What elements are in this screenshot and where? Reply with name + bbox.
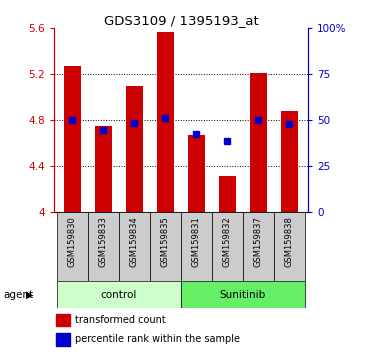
Bar <box>64 66 81 212</box>
Text: GSM159830: GSM159830 <box>68 216 77 267</box>
Text: GSM159834: GSM159834 <box>130 216 139 267</box>
Bar <box>57 212 88 281</box>
Bar <box>119 212 150 281</box>
Title: GDS3109 / 1395193_at: GDS3109 / 1395193_at <box>104 14 258 27</box>
Text: agent: agent <box>4 290 34 300</box>
Text: Sunitinib: Sunitinib <box>220 290 266 300</box>
Bar <box>281 111 298 212</box>
Bar <box>243 212 274 281</box>
Bar <box>188 135 205 212</box>
Text: GSM159837: GSM159837 <box>254 216 263 267</box>
Bar <box>126 86 143 212</box>
Text: transformed count: transformed count <box>75 315 166 325</box>
Text: GSM159832: GSM159832 <box>223 216 232 267</box>
Bar <box>250 73 267 212</box>
Bar <box>57 333 70 346</box>
Bar <box>181 281 305 308</box>
Bar <box>150 212 181 281</box>
Text: control: control <box>101 290 137 300</box>
Text: GSM159833: GSM159833 <box>99 216 108 267</box>
Bar <box>157 32 174 212</box>
Text: ▶: ▶ <box>26 290 33 300</box>
Text: GSM159831: GSM159831 <box>192 216 201 267</box>
Text: GSM159838: GSM159838 <box>285 216 294 267</box>
Bar <box>95 126 112 212</box>
Text: percentile rank within the sample: percentile rank within the sample <box>75 334 241 344</box>
Bar <box>219 176 236 212</box>
Bar <box>57 281 181 308</box>
Bar <box>181 212 212 281</box>
Bar <box>274 212 305 281</box>
Bar <box>212 212 243 281</box>
Text: GSM159835: GSM159835 <box>161 216 170 267</box>
Bar <box>57 314 70 326</box>
Bar <box>88 212 119 281</box>
